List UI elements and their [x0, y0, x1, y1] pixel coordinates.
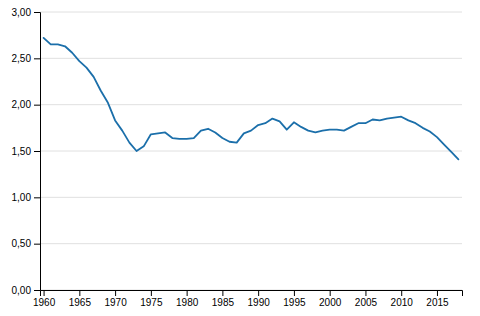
- x-tick-label: 1985: [212, 297, 235, 308]
- x-tick: 2000: [319, 290, 342, 308]
- x-tick: 1960: [33, 290, 56, 308]
- y-axis: 0,00 0,50 1,00 1,50 2,00 2,50 3,00: [12, 7, 41, 296]
- x-axis: 1960 1965 1970 1975 1980 1985 1990 1995 2000 2005…: [33, 290, 463, 308]
- x-tick-label: 1990: [248, 297, 271, 308]
- x-tick: 2005: [355, 290, 378, 308]
- x-tick-mark: [294, 290, 295, 296]
- y-tick-label: 1,50: [12, 146, 32, 157]
- x-tick-label: 1995: [283, 297, 306, 308]
- x-tick: 1990: [248, 290, 271, 308]
- grid: [40, 12, 462, 290]
- x-tick-label: 1980: [176, 297, 199, 308]
- grid-line: [40, 197, 462, 198]
- y-tick-mark: [34, 290, 40, 291]
- x-tick-label: 1960: [33, 297, 56, 308]
- x-tick: 1965: [69, 290, 92, 308]
- y-tick-label: 1,00: [12, 192, 32, 203]
- x-tick: 1980: [176, 290, 199, 308]
- x-tick-mark: [79, 290, 80, 296]
- x-tick-mark: [44, 290, 45, 296]
- y-tick: 0,50: [12, 238, 40, 249]
- grid-line: [40, 104, 462, 105]
- x-tick-mark: [401, 290, 402, 296]
- x-tick-label: 2010: [391, 297, 414, 308]
- y-tick-label: 2,00: [12, 99, 32, 110]
- x-tick-label: 1965: [69, 297, 92, 308]
- y-tick: 3,00: [12, 7, 40, 18]
- y-tick: 1,00: [12, 192, 40, 203]
- y-tick-label: 2,50: [12, 53, 32, 64]
- x-tick-label: 1975: [140, 297, 163, 308]
- grid-line: [40, 151, 462, 152]
- x-tick-mark: [151, 290, 152, 296]
- y-tick: 2,00: [12, 99, 40, 110]
- x-tick: 1970: [104, 290, 127, 308]
- y-tick-mark: [34, 151, 40, 152]
- y-tick-mark: [34, 197, 40, 198]
- x-tick: 2010: [391, 290, 414, 308]
- x-tick-mark: [365, 290, 366, 296]
- chart: 1960 1965 1970 1975 1980 1985 1990 1995 2000 2005…: [0, 0, 480, 316]
- x-tick-mark: [258, 290, 259, 296]
- y-tick: 2,50: [12, 53, 40, 64]
- x-tick: 1985: [212, 290, 235, 308]
- x-tick-label: 2000: [319, 297, 342, 308]
- x-tick: 1995: [283, 290, 306, 308]
- y-tick: 1,50: [12, 146, 40, 157]
- x-axis-line: [41, 291, 463, 297]
- x-tick-mark: [115, 290, 116, 296]
- y-tick-mark: [34, 105, 40, 106]
- x-tick-mark: [187, 290, 188, 296]
- y-axis-line: [34, 13, 41, 291]
- x-tick-label: 2015: [426, 297, 449, 308]
- y-tick-mark: [34, 244, 40, 245]
- y-tick-label: 3,00: [12, 7, 32, 18]
- y-tick-label: 0,00: [12, 285, 32, 296]
- y-tick-mark: [34, 12, 40, 13]
- x-tick-mark: [222, 290, 223, 296]
- y-tick: 0,00: [12, 285, 40, 296]
- x-tick-label: 1970: [104, 297, 127, 308]
- grid-line: [40, 58, 462, 59]
- marks: [44, 38, 459, 159]
- y-tick-mark: [34, 58, 40, 59]
- x-tick: 2015: [426, 290, 449, 308]
- x-tick-label: 2005: [355, 297, 378, 308]
- grid-line: [40, 243, 462, 244]
- x-tick-mark: [330, 290, 331, 296]
- line: [44, 38, 459, 159]
- grid-line: [40, 12, 462, 13]
- x-tick: 1975: [140, 290, 163, 308]
- plot: 1960 1965 1970 1975 1980 1985 1990 1995 2000 2005…: [12, 7, 463, 308]
- y-tick-label: 0,50: [12, 238, 32, 249]
- x-tick-mark: [437, 290, 438, 296]
